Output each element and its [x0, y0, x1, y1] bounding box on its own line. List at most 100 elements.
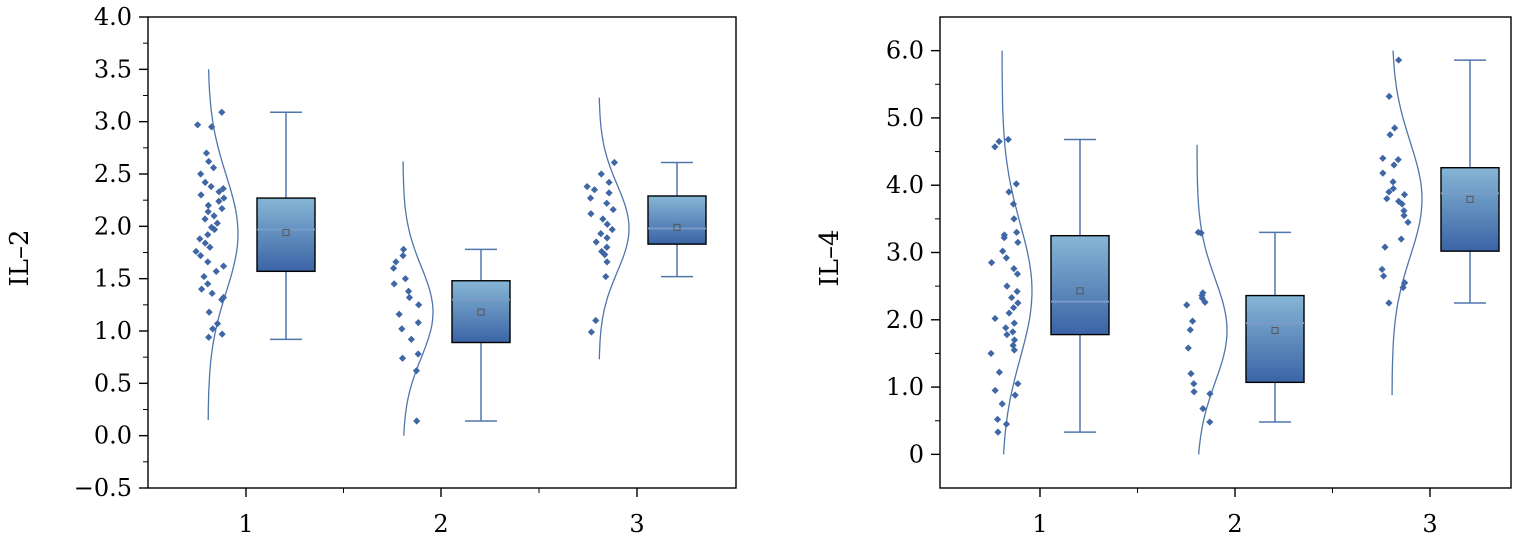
data-point: [1390, 161, 1398, 169]
data-point: [218, 296, 226, 304]
data-point: [219, 293, 228, 302]
data-point: [1399, 283, 1407, 292]
data-point: [201, 215, 209, 223]
data-point: [603, 220, 611, 228]
data-point: [1004, 135, 1012, 144]
box-group-2: [389, 161, 511, 436]
data-point: [220, 194, 228, 202]
data-point: [395, 310, 403, 318]
data-point: [991, 314, 999, 323]
box-group-3: [583, 97, 707, 360]
mean-marker: [477, 308, 485, 316]
data-point: [1385, 188, 1393, 196]
mean-marker: [282, 229, 290, 237]
data-point: [1379, 169, 1387, 177]
data-point: [1381, 243, 1389, 251]
y-tick-label: 0: [909, 440, 924, 468]
y-tick-label: −0.5: [74, 474, 132, 502]
y-tick-label: 1.5: [94, 265, 132, 293]
data-point: [205, 308, 213, 316]
data-point: [1201, 298, 1209, 306]
iqr-box: [647, 195, 707, 245]
data-point: [404, 287, 413, 295]
data-point: [204, 280, 212, 288]
iqr-box: [1050, 234, 1110, 336]
x-tick-label: 2: [433, 510, 448, 538]
data-point: [609, 205, 617, 214]
data-point: [1379, 154, 1387, 162]
y-tick-label: 1.0: [94, 317, 132, 345]
data-point: [1397, 235, 1405, 243]
data-point: [602, 272, 610, 281]
data-point: [587, 328, 595, 336]
data-point: [1385, 299, 1393, 307]
data-point: [991, 386, 999, 395]
mean-marker: [673, 223, 681, 231]
y-tick-label: 0.0: [94, 422, 132, 450]
density-curve: [1001, 50, 1033, 455]
data-point: [197, 170, 205, 178]
y-tick-label: 2.5: [94, 160, 132, 188]
box-group-2: [1183, 144, 1305, 455]
data-point: [999, 247, 1007, 255]
y-tick-label: 0.5: [94, 369, 132, 397]
box-group-3: [1378, 50, 1500, 396]
data-point: [1183, 301, 1191, 309]
data-point: [605, 189, 613, 197]
data-point: [1400, 211, 1408, 220]
data-point: [1011, 391, 1019, 399]
data-point: [1389, 184, 1397, 193]
data-point: [592, 238, 600, 246]
data-point: [1190, 380, 1198, 388]
data-point: [1379, 272, 1388, 280]
data-point: [1010, 319, 1018, 327]
data-point: [1003, 330, 1011, 339]
data-point: [204, 201, 212, 209]
data-point: [192, 247, 200, 256]
data-point: [610, 158, 619, 167]
data-point: [603, 234, 611, 242]
data-point: [399, 252, 407, 260]
data-point: [412, 367, 421, 375]
data-point: [213, 320, 222, 328]
data-point: [198, 285, 206, 293]
density-curve: [1196, 144, 1228, 455]
data-point: [605, 178, 613, 186]
data-point: [1014, 238, 1022, 247]
data-point: [205, 157, 213, 166]
data-point: [1009, 200, 1018, 208]
data-point: [987, 349, 995, 358]
data-point: [210, 212, 218, 220]
data-point: [414, 350, 422, 358]
density-curve: [207, 69, 239, 421]
data-point: [215, 188, 223, 196]
data-point: [1187, 370, 1195, 378]
data-point: [196, 252, 205, 260]
data-point: [1404, 218, 1412, 226]
data-point: [1005, 309, 1013, 317]
data-point: [210, 225, 219, 234]
x-tick-label: 1: [1032, 510, 1047, 538]
data-point: [200, 272, 208, 281]
data-point: [590, 186, 599, 194]
y-tick-label: 5.0: [886, 104, 924, 132]
density-curve: [402, 161, 434, 436]
y-axis-title: IL–4: [815, 229, 845, 286]
data-point: [398, 325, 406, 333]
data-point: [587, 210, 595, 218]
data-point: [1389, 178, 1397, 186]
data-point: [390, 280, 398, 288]
data-point: [207, 182, 215, 191]
data-point: [201, 178, 209, 186]
data-point: [213, 219, 221, 227]
data-point: [1014, 380, 1022, 388]
y-tick-label: 3.0: [886, 239, 924, 267]
data-point: [1400, 207, 1408, 215]
data-point: [603, 199, 611, 207]
iqr-box: [451, 280, 511, 344]
plot-frame: [939, 16, 1512, 489]
data-point: [599, 215, 607, 223]
data-point: [1005, 188, 1013, 196]
data-point: [597, 170, 605, 178]
